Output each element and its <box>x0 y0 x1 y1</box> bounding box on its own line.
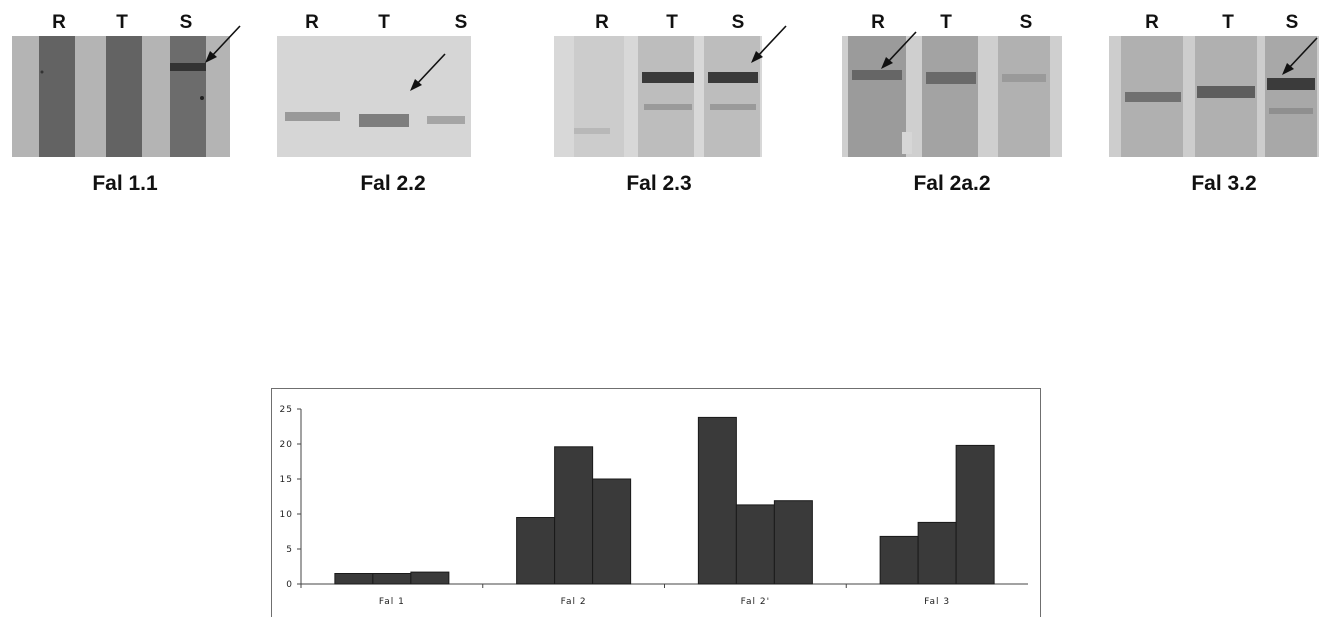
gel-panel-4: R T S Fal 2a.2 <box>842 12 1062 195</box>
y-tick-label: 5 <box>286 545 293 555</box>
lane-labels: R T S <box>842 12 1062 36</box>
x-tick-label: Fal 3 <box>924 597 950 607</box>
x-tick-label: Fal 1 <box>379 597 405 607</box>
lane-labels: R T S <box>554 12 762 36</box>
bar <box>917 521 957 585</box>
lane-labels: R T S <box>12 12 230 36</box>
lane-label-t: T <box>116 12 128 33</box>
gel-image <box>554 36 762 157</box>
y-tick-label: 20 <box>280 440 293 450</box>
bar <box>592 478 632 585</box>
lane-label-s: S <box>179 12 193 33</box>
bars <box>334 416 995 585</box>
lane-label-t: T <box>1222 12 1234 33</box>
x-tick-label: Fal 2' <box>741 597 770 607</box>
gel-image <box>1109 36 1319 157</box>
lane-label-t: T <box>666 12 678 33</box>
bar <box>773 500 813 585</box>
bar <box>554 446 594 585</box>
panel-caption: Fal 2a.2 <box>913 172 991 195</box>
arrow-icon <box>1282 37 1318 75</box>
gel-panel-5: R T S Fal 3.2 <box>1109 12 1319 195</box>
bar <box>697 416 737 585</box>
y-tick-label: 25 <box>280 405 293 415</box>
panel-caption: Fal 2.2 <box>360 172 426 195</box>
y-tick-label: 10 <box>280 510 293 520</box>
lane-label-r: R <box>871 12 885 33</box>
gel-panel-3: R T S Fal 2.3 <box>554 12 787 195</box>
gel-image <box>12 36 230 157</box>
lane-label-s: S <box>731 12 745 33</box>
gel-image <box>277 36 471 157</box>
bar <box>879 535 919 585</box>
lane-labels: R T S <box>1109 12 1319 36</box>
y-axis: 0 5 10 15 20 25 <box>280 405 302 590</box>
y-tick-label: 0 <box>286 580 293 590</box>
gel-panel-1: R T S Fal 1.1 <box>12 12 241 195</box>
gel-image <box>842 36 1062 157</box>
lane-label-t: T <box>378 12 390 33</box>
panel-caption: Fal 1.1 <box>92 172 158 195</box>
bar <box>372 573 412 585</box>
bar <box>334 573 374 585</box>
lane-label-r: R <box>1145 12 1159 33</box>
bar <box>955 444 995 585</box>
lane-label-t: T <box>940 12 952 33</box>
panel-caption: Fal 2.3 <box>626 172 692 195</box>
x-tick-label: Fal 2 <box>561 597 587 607</box>
lane-label-r: R <box>595 12 609 33</box>
lane-labels: R T S <box>277 12 471 36</box>
bar-chart-svg: 0 5 10 15 20 25 Fal 1 Fal 2 Fal 2' Fal 3 <box>280 405 1028 607</box>
lane-label-s: S <box>454 12 468 33</box>
panel-caption: Fal 3.2 <box>1191 172 1257 195</box>
bar <box>516 517 556 585</box>
bar <box>410 571 450 585</box>
x-axis: Fal 1 Fal 2 Fal 2' Fal 3 <box>300 583 1028 607</box>
y-tick-label: 15 <box>280 475 293 485</box>
arrow-icon <box>410 53 446 91</box>
lane-label-s: S <box>1019 12 1033 33</box>
lane-label-r: R <box>52 12 66 33</box>
gel-panel-2: R T S Fal 2.2 <box>277 12 471 195</box>
lane-label-s: S <box>1285 12 1299 33</box>
lane-label-r: R <box>305 12 319 33</box>
bar-chart: 0 5 10 15 20 25 Fal 1 Fal 2 Fal 2' Fal 3 <box>271 388 1041 617</box>
arrow-icon <box>751 25 787 63</box>
arrow-icon <box>881 31 917 69</box>
bar <box>735 504 775 585</box>
arrow-icon <box>205 25 241 63</box>
